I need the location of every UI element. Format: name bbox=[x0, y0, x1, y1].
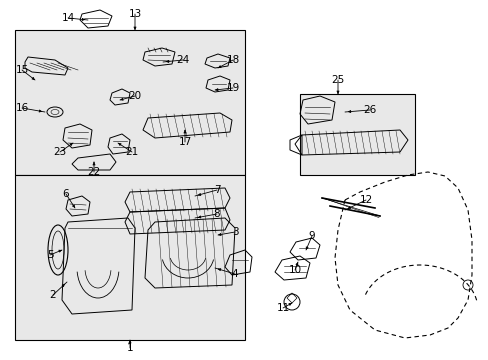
Text: 11: 11 bbox=[276, 303, 289, 313]
Text: 14: 14 bbox=[61, 13, 75, 23]
Bar bbox=[15, 30, 244, 175]
Bar bbox=[15, 175, 244, 340]
Text: 2: 2 bbox=[50, 290, 56, 300]
Text: 1: 1 bbox=[126, 343, 133, 353]
Text: 12: 12 bbox=[359, 195, 372, 205]
Text: 15: 15 bbox=[15, 65, 29, 75]
Text: 7: 7 bbox=[213, 185, 220, 195]
Text: 21: 21 bbox=[125, 147, 138, 157]
Text: 20: 20 bbox=[128, 91, 141, 101]
Text: 16: 16 bbox=[15, 103, 29, 113]
Text: 8: 8 bbox=[213, 209, 220, 219]
Text: 19: 19 bbox=[226, 83, 239, 93]
Text: 13: 13 bbox=[128, 9, 142, 19]
Text: 23: 23 bbox=[53, 147, 66, 157]
Text: 6: 6 bbox=[62, 189, 69, 199]
Text: 3: 3 bbox=[231, 227, 238, 237]
Text: 10: 10 bbox=[288, 265, 301, 275]
Text: 9: 9 bbox=[308, 231, 315, 241]
Text: 26: 26 bbox=[363, 105, 376, 115]
Text: 25: 25 bbox=[331, 75, 344, 85]
Text: 22: 22 bbox=[87, 167, 101, 177]
Text: 24: 24 bbox=[176, 55, 189, 65]
Text: 4: 4 bbox=[231, 269, 238, 279]
Text: 17: 17 bbox=[178, 137, 191, 147]
Text: 18: 18 bbox=[226, 55, 239, 65]
Bar bbox=[299, 94, 414, 175]
Text: 5: 5 bbox=[46, 250, 53, 260]
